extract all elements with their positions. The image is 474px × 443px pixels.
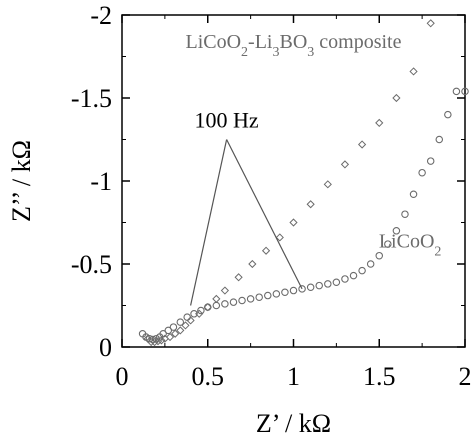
data-point-circle	[229, 298, 238, 306]
data-point-circle	[238, 296, 246, 305]
data-point-diamond	[220, 286, 230, 295]
y-tick-label: -2	[90, 1, 112, 30]
data-point-circle	[392, 227, 401, 235]
data-point-diamond	[186, 316, 195, 325]
data-point-diamond	[375, 118, 384, 128]
data-point-diamond	[248, 259, 257, 269]
data-point-circle	[341, 275, 349, 283]
annotation-100hz: 100 Hz	[195, 108, 259, 133]
data-point-circle	[272, 290, 281, 298]
series-layer	[138, 19, 469, 347]
data-point-circle	[197, 306, 205, 315]
data-point-circle	[298, 285, 306, 293]
x-axis-label: Z’ / kΩ	[256, 409, 331, 438]
data-point-diamond	[289, 218, 298, 227]
data-point-circle	[281, 288, 289, 296]
data-point-circle	[306, 283, 315, 291]
data-point-diamond	[203, 303, 212, 312]
data-point-circle	[212, 301, 221, 310]
data-point-circle	[204, 303, 212, 311]
data-point-diamond	[153, 337, 163, 346]
data-point-diamond	[234, 273, 243, 282]
data-point-diamond	[392, 93, 401, 103]
data-point-circle	[315, 281, 323, 290]
data-point-circle	[435, 135, 444, 144]
y-tick-label: -1.5	[71, 84, 112, 113]
y-tick-label: -1	[90, 167, 112, 196]
subscript: 2	[434, 244, 441, 259]
data-point-circle	[332, 278, 341, 287]
data-point-diamond	[261, 246, 271, 255]
label-text: composite	[314, 31, 401, 53]
data-point-circle	[183, 313, 191, 321]
data-point-circle	[164, 326, 173, 335]
data-point-circle	[452, 87, 461, 96]
subscript: 2	[241, 45, 248, 60]
x-tick-label: 0.5	[192, 362, 225, 391]
data-point-diamond	[275, 233, 284, 242]
data-point-circle	[418, 168, 426, 177]
data-point-circle	[264, 291, 272, 300]
data-point-circle	[221, 300, 229, 308]
x-tick-label: 1.5	[363, 362, 396, 391]
label-text: LiCoO	[379, 230, 435, 252]
data-point-circle	[401, 210, 409, 218]
data-point-circle	[169, 323, 178, 331]
data-point-diamond	[340, 160, 350, 169]
subscript: 3	[272, 45, 279, 60]
data-point-diamond	[212, 294, 221, 303]
x-tick-label: 2	[459, 362, 472, 391]
data-point-diamond	[147, 337, 156, 347]
x-tick-label: 1	[287, 362, 300, 391]
data-point-diamond	[357, 140, 367, 149]
y-tick-label: -0.5	[71, 250, 112, 279]
data-point-circle	[444, 110, 452, 119]
data-point-diamond	[409, 67, 418, 76]
data-point-circle	[366, 260, 375, 268]
annotation-line	[226, 139, 303, 290]
data-point-diamond	[157, 336, 166, 345]
data-point-diamond	[171, 329, 180, 338]
data-point-circle	[324, 280, 332, 288]
data-point-diamond	[195, 309, 204, 318]
x-tick-label: 0	[116, 362, 129, 391]
label-text: LiCoO	[185, 31, 241, 53]
data-point-diamond	[181, 321, 190, 330]
data-point-circle	[384, 240, 392, 248]
data-point-diamond	[150, 337, 159, 347]
data-point-circle	[409, 190, 418, 199]
data-point-circle	[246, 295, 255, 303]
y-tick-label: 0	[99, 333, 112, 362]
axes: 0 0.5 1 1.5 2 0 -0.5 -1 -1.5 -2 Z’ / kΩ Z’’ / kΩ	[7, 1, 472, 438]
data-point-circle	[426, 157, 435, 165]
data-point-circle	[349, 271, 358, 280]
series-label-0: LiCoO2-Li3BO3 composite	[185, 31, 401, 60]
annotation-line	[190, 139, 228, 306]
data-point-circle	[358, 266, 366, 275]
label-text: -Li	[248, 31, 273, 53]
series-label-1: LiCoO2	[379, 230, 442, 259]
data-point-circle	[375, 251, 383, 260]
label-text: BO	[279, 31, 307, 53]
data-point-circle	[255, 293, 263, 301]
data-point-diamond	[306, 200, 315, 209]
data-point-diamond	[176, 326, 185, 335]
data-point-diamond	[426, 19, 435, 28]
data-point-circle	[289, 286, 298, 295]
data-point-diamond	[165, 332, 175, 342]
data-point-diamond	[323, 180, 332, 189]
series-0	[138, 87, 469, 344]
y-axis-label: Z’’ / kΩ	[7, 140, 36, 222]
subscript: 3	[307, 45, 314, 60]
plot-frame	[121, 14, 466, 348]
data-point-circle	[461, 87, 469, 96]
data-point-circle	[190, 310, 198, 318]
data-point-circle	[176, 318, 185, 326]
series-1	[143, 19, 435, 347]
